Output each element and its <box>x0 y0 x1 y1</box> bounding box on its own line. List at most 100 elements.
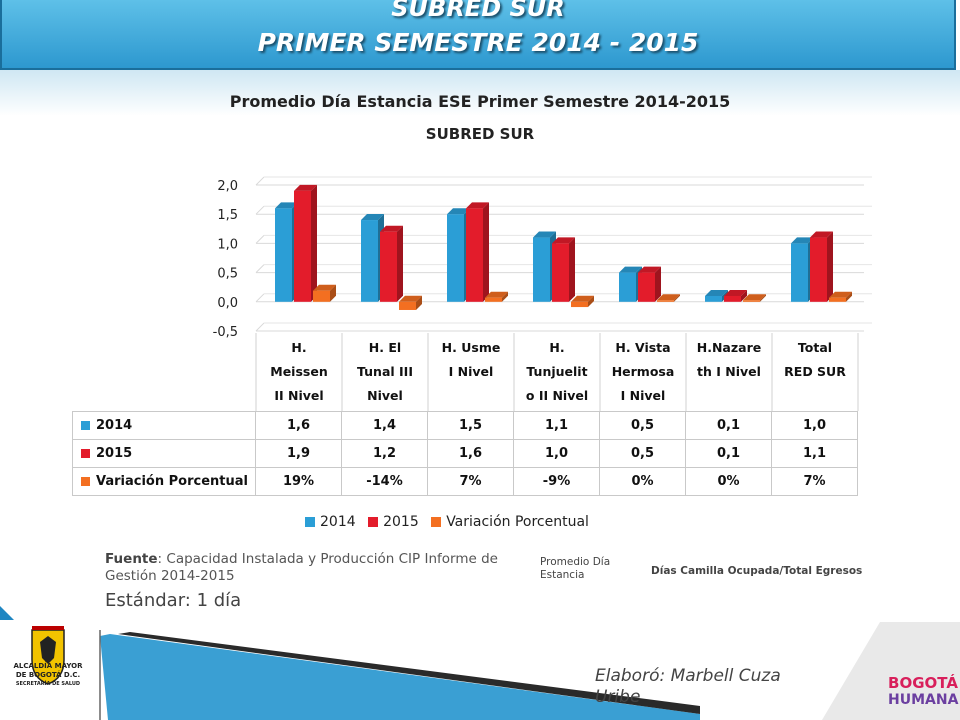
source-text: : Capacidad Instalada y Producción CIP I… <box>105 551 498 584</box>
bar-top <box>294 184 317 191</box>
legend-key <box>81 421 90 430</box>
legend-key <box>81 477 90 486</box>
table-cell: 0% <box>685 467 772 496</box>
logo-word1: BOGOTÁ <box>888 674 958 692</box>
bar-top <box>552 237 575 244</box>
bars <box>275 184 852 310</box>
source-note: Fuente: Capacidad Instalada y Producción… <box>105 551 525 585</box>
bar-side <box>502 291 508 302</box>
table-cell: 7% <box>771 467 858 496</box>
bar-side <box>760 294 766 302</box>
page-curl <box>822 622 960 720</box>
series-name: 2014 <box>96 418 133 433</box>
bar <box>705 295 722 302</box>
legend-key <box>81 449 90 458</box>
x-tick-label: H. El Tunal III Nivel <box>357 340 413 403</box>
bar-top <box>724 289 747 296</box>
y-tick-label: 2,0 <box>217 179 238 194</box>
alcaldia-line1: ALCALDÍA MAYOR <box>13 662 83 670</box>
gridline-depth <box>255 264 265 273</box>
table-cell: 1,4 <box>341 411 428 440</box>
bar <box>810 237 827 302</box>
y-tick-label: 1,0 <box>217 237 238 252</box>
bar-top <box>361 214 384 221</box>
bar <box>275 208 292 302</box>
coat-of-arms-icon <box>31 626 65 685</box>
bar <box>533 237 550 302</box>
bar <box>638 272 655 302</box>
slide-stripe-dark <box>118 632 700 714</box>
x-tick-label: H. Vista Hermosa I Nivel <box>611 340 675 403</box>
standard-note: Estándar: 1 día <box>105 590 242 611</box>
table-row: 2015 1,9 1,2 1,6 1,0 0,5 0,1 1,1 <box>72 439 858 468</box>
corner-triangle <box>0 606 14 620</box>
bar-side <box>827 231 833 302</box>
bar-side <box>483 202 489 302</box>
table-cell: 1,2 <box>341 439 428 468</box>
bar <box>619 272 636 302</box>
table-cell: 7% <box>427 467 514 496</box>
bar-side <box>569 237 575 302</box>
bar <box>466 208 483 302</box>
bar-side <box>330 284 336 302</box>
y-axis-ticks: 2,0 1,5 1,0 0,5 0,0 -0,5 <box>213 179 238 340</box>
logo-word2: HUMANA <box>888 692 959 708</box>
table-cell: 0,5 <box>599 439 686 468</box>
y-tick-label: 0,0 <box>217 296 238 311</box>
bar-side <box>741 289 747 302</box>
series-name: Variación Porcentual <box>96 474 248 489</box>
gridline-depth <box>255 205 265 215</box>
alcaldia-caption: ALCALDÍA MAYOR DE BOGOTÁ D.C. SECRETARÍA… <box>0 662 96 689</box>
table-cell: 1,6 <box>427 439 514 468</box>
bar-side <box>416 295 422 310</box>
x-tick-label: Total RED SUR <box>784 340 846 379</box>
gridline-depth <box>255 293 265 303</box>
bar-top <box>657 294 680 301</box>
bar-top <box>829 291 852 298</box>
bar-top <box>313 284 336 291</box>
legend-swatch <box>431 517 442 527</box>
bar <box>571 301 588 308</box>
banner-title-line2: PRIMER SEMESTRE 2014 - 2015 <box>257 28 699 57</box>
legend-swatch <box>368 517 379 527</box>
bar-top <box>571 295 594 302</box>
bar <box>361 220 378 302</box>
bar-top <box>791 237 814 244</box>
legend-label: 2014 <box>320 514 356 530</box>
chart-subtitle: SUBRED SUR <box>425 125 535 143</box>
slide-stripe-blue <box>100 634 700 720</box>
chart-title: Promedio Día Estancia ESE Primer Semestr… <box>229 92 731 111</box>
legend-item-variacion: Variación Porcentual <box>431 514 589 530</box>
alcaldia-logo: ALCALDÍA MAYOR DE BOGOTÁ D.C. SECRETARÍA… <box>0 624 96 720</box>
table-row: 2014 1,6 1,4 1,5 1,1 0,5 0,1 1,0 <box>72 411 858 440</box>
bar-side <box>655 266 661 302</box>
series-name: 2015 <box>96 446 133 461</box>
table-cell: -9% <box>513 467 600 496</box>
bar <box>485 297 502 302</box>
table-cell: 1,5 <box>427 411 514 440</box>
bar-top <box>275 202 298 209</box>
bar-top <box>619 266 642 273</box>
bar-top <box>380 225 403 232</box>
source-label: Fuente <box>105 551 158 567</box>
bogota-humana-logo: BOGOTÁ HUMANA <box>888 674 958 708</box>
metric-formula: Días Camilla Ocupada/Total Egresos <box>651 565 863 577</box>
y-tick-label: -0,5 <box>213 325 238 340</box>
y-tick-label: 1,5 <box>217 208 238 223</box>
bar <box>380 231 397 302</box>
bar <box>829 297 846 302</box>
legend-label: Variación Porcentual <box>446 514 589 530</box>
row-label: Variación Porcentual <box>72 467 256 496</box>
table-row: Variación Porcentual 19% -14% 7% -9% 0% 0% 7% <box>72 467 858 496</box>
title-banner: SUBRED SUR PRIMER SEMESTRE 2014 - 2015 <box>0 0 956 70</box>
bar-side <box>846 291 852 302</box>
x-tick-label: H. Usme I Nivel <box>441 340 501 379</box>
bar <box>791 243 808 302</box>
legend-item-2015: 2015 <box>368 514 419 530</box>
legend-swatch <box>305 517 315 527</box>
bar-top <box>810 231 833 238</box>
bar-side <box>588 295 594 308</box>
metric-name: Promedio Día Estancia <box>540 556 611 581</box>
banner-shadow <box>0 70 960 116</box>
